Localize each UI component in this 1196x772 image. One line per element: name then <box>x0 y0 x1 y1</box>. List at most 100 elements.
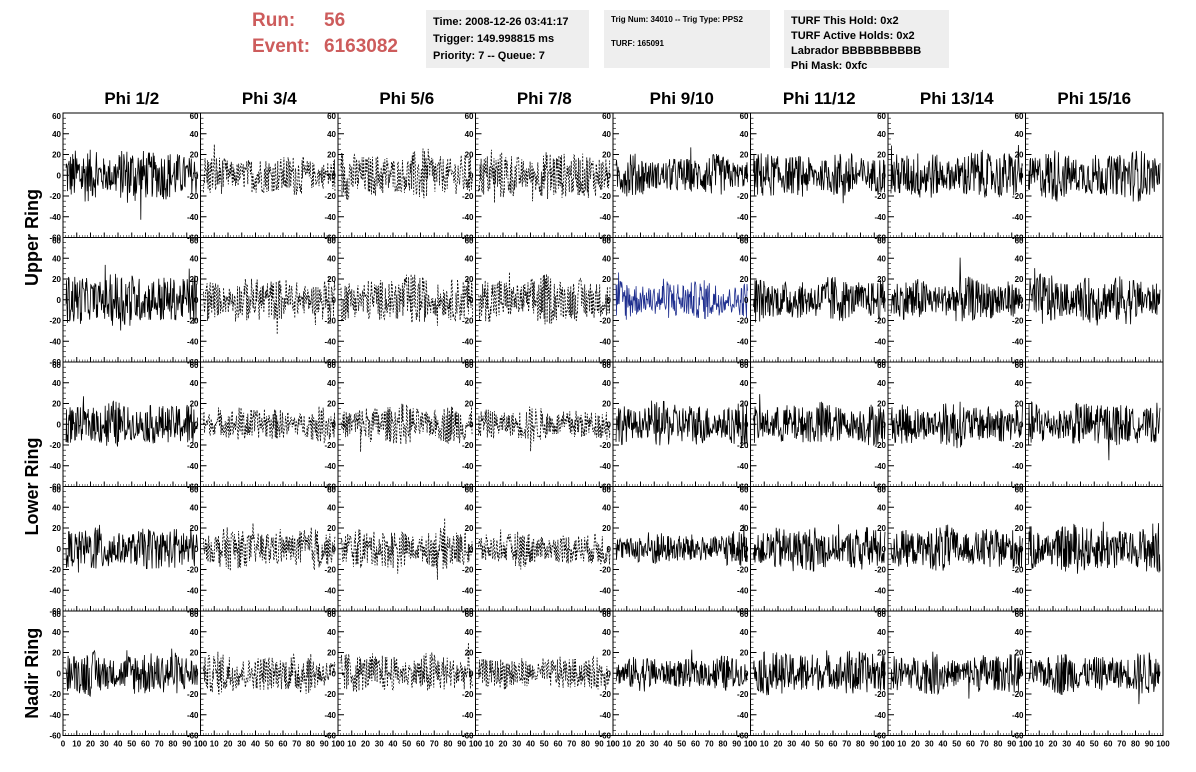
y-tick-label: 40 <box>190 254 199 263</box>
y-tick-label: 20 <box>877 400 886 409</box>
x-tick-label: 90 <box>1145 740 1154 749</box>
y-tick-label: -20 <box>49 317 61 326</box>
y-tick-label: -20 <box>462 566 474 575</box>
y-tick-label: 0 <box>744 545 749 554</box>
y-tick-label: -20 <box>324 192 336 201</box>
y-tick-label: 0 <box>469 171 474 180</box>
y-tick-label: -20 <box>324 566 336 575</box>
y-tick-label: 20 <box>190 151 199 160</box>
waveform-panel <box>612 610 751 736</box>
y-tick-label: -40 <box>324 462 336 471</box>
y-tick-label: 60 <box>602 486 611 495</box>
y-tick-label: 0 <box>332 669 337 678</box>
y-tick-label: 20 <box>465 400 474 409</box>
y-tick-label: 40 <box>877 254 886 263</box>
x-tick-label: 10 <box>897 740 906 749</box>
waveform-trace <box>753 153 886 204</box>
waveform-trace <box>478 272 611 325</box>
x-tick-label: 10 <box>485 740 494 749</box>
y-tick-label: -20 <box>49 566 61 575</box>
y-tick-label: 40 <box>190 628 199 637</box>
x-tick-label: 100 <box>881 740 895 749</box>
y-tick-label: -40 <box>1012 213 1024 222</box>
y-tick-label: -40 <box>874 711 886 720</box>
y-tick-label: 20 <box>877 649 886 658</box>
y-tick-label: 60 <box>327 486 336 495</box>
y-tick-label: 40 <box>52 254 61 263</box>
y-tick-label: 0 <box>194 669 199 678</box>
trigger-line: Trigger: 149.998815 ms <box>433 33 555 45</box>
waveform-trace <box>203 144 336 196</box>
y-tick-label: 0 <box>469 669 474 678</box>
waveform-trace <box>890 651 1023 699</box>
column-header: Phi 5/6 <box>379 89 434 108</box>
x-tick-label: 80 <box>994 740 1003 749</box>
y-tick-label: 40 <box>740 503 749 512</box>
x-tick-label: 30 <box>100 740 109 749</box>
x-tick-label: 20 <box>911 740 920 749</box>
x-tick-label: 50 <box>815 740 824 749</box>
run-label: Run: <box>252 10 296 31</box>
y-tick-label: 60 <box>190 361 199 370</box>
x-tick-label: 80 <box>444 740 453 749</box>
y-tick-label: 20 <box>327 524 336 533</box>
y-tick-label: 0 <box>607 669 612 678</box>
x-tick-label: 100 <box>194 740 208 749</box>
waveform-panel <box>475 237 614 363</box>
waveform-trace <box>203 523 336 571</box>
y-tick-label: 20 <box>190 275 199 284</box>
turf-line: TURF: 165091 <box>611 39 664 48</box>
y-tick-label: 20 <box>327 275 336 284</box>
x-tick-label: 10 <box>1035 740 1044 749</box>
y-tick-label: -20 <box>1012 192 1024 201</box>
y-tick-label: -40 <box>462 586 474 595</box>
x-tick-label: 90 <box>732 740 741 749</box>
y-tick-label: 20 <box>602 151 611 160</box>
y-tick-label: 40 <box>465 628 474 637</box>
y-tick-label: 0 <box>194 545 199 554</box>
y-tick-label: 60 <box>602 610 611 619</box>
y-tick-label: 0 <box>882 296 887 305</box>
y-tick-label: 0 <box>332 296 337 305</box>
y-tick-label: -40 <box>187 462 199 471</box>
column-header: Phi 3/4 <box>242 89 297 108</box>
y-tick-label: 0 <box>607 420 612 429</box>
x-tick-label: 90 <box>870 740 879 749</box>
waveform-trace <box>753 277 886 323</box>
y-tick-label: 20 <box>52 400 61 409</box>
y-tick-label: 60 <box>877 112 886 121</box>
waveform-trace <box>1028 268 1161 326</box>
y-tick-label: 60 <box>877 610 886 619</box>
y-tick-label: 20 <box>52 275 61 284</box>
x-tick-label: 100 <box>469 740 483 749</box>
y-tick-label: -60 <box>599 732 611 741</box>
y-tick-label: -40 <box>324 337 336 346</box>
y-tick-label: -40 <box>187 711 199 720</box>
y-tick-label: 20 <box>740 400 749 409</box>
y-tick-label: 20 <box>327 649 336 658</box>
y-tick-label: 20 <box>52 649 61 658</box>
y-tick-label: -20 <box>737 441 749 450</box>
y-tick-label: 0 <box>744 669 749 678</box>
y-tick-label: -40 <box>462 462 474 471</box>
y-tick-label: -20 <box>187 566 199 575</box>
y-tick-label: 40 <box>740 130 749 139</box>
y-tick-label: 40 <box>327 379 336 388</box>
y-tick-label: 40 <box>1015 130 1024 139</box>
y-tick-label: -60 <box>324 732 336 741</box>
x-tick-label: 50 <box>402 740 411 749</box>
y-tick-label: 40 <box>327 130 336 139</box>
y-tick-label: 20 <box>465 151 474 160</box>
y-tick-label: 40 <box>190 503 199 512</box>
y-tick-label: -40 <box>49 462 61 471</box>
y-tick-label: 40 <box>877 379 886 388</box>
y-tick-label: 0 <box>57 296 62 305</box>
x-tick-label: 0 <box>886 740 891 749</box>
y-tick-label: -20 <box>737 566 749 575</box>
y-tick-label: 40 <box>602 379 611 388</box>
trig-info-box: Trig Num: 34010 -- Trig Type: PPS2 TURF:… <box>604 10 770 68</box>
y-tick-label: 0 <box>469 296 474 305</box>
y-tick-label: -20 <box>49 441 61 450</box>
x-tick-label: 40 <box>114 740 123 749</box>
x-tick-label: 70 <box>155 740 164 749</box>
